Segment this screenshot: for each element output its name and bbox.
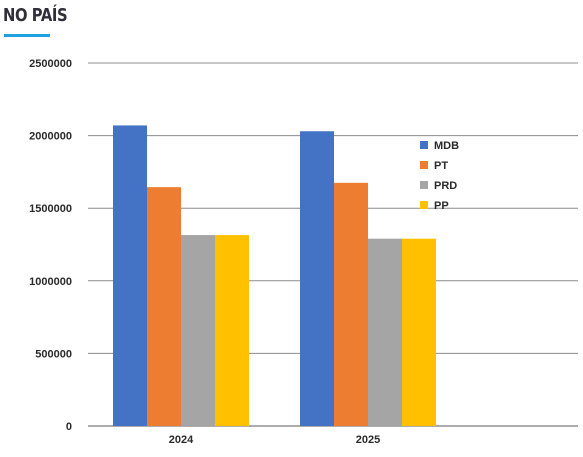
x-tick-label: 2024 bbox=[169, 434, 194, 446]
legend-label-prd: PRD bbox=[434, 180, 457, 192]
y-tick-label: 500000 bbox=[35, 348, 72, 360]
bar-pp-2025 bbox=[402, 238, 436, 426]
title-underline bbox=[4, 34, 50, 37]
y-tick-label: 0 bbox=[66, 421, 72, 433]
legend-label-pt: PT bbox=[434, 160, 448, 172]
legend-swatch-pt bbox=[420, 161, 428, 169]
bar-pt-2025 bbox=[334, 182, 368, 426]
legend-swatch-prd bbox=[420, 181, 428, 189]
x-tick-label: 2025 bbox=[356, 434, 380, 446]
legend: MDB PT PRD PP bbox=[420, 140, 459, 212]
bar-pt-2024 bbox=[147, 187, 181, 426]
bar-prd-2024 bbox=[181, 235, 215, 426]
legend-label-pp: PP bbox=[434, 200, 449, 212]
page-title: NO PAÍS bbox=[3, 5, 68, 26]
bar-mdb-2025 bbox=[300, 131, 334, 426]
y-axis-tick-labels: 0 500000 1000000 1500000 2000000 2500000 bbox=[29, 58, 72, 433]
bar-mdb-2024 bbox=[113, 125, 147, 426]
y-tick-label: 1500000 bbox=[29, 203, 72, 215]
bars bbox=[113, 125, 436, 426]
y-tick-label: 2000000 bbox=[29, 131, 72, 143]
bar-pp-2024 bbox=[215, 235, 249, 426]
legend-swatch-mdb bbox=[420, 141, 428, 149]
legend-swatch-pp bbox=[420, 201, 428, 209]
bar-prd-2025 bbox=[368, 238, 402, 426]
y-tick-label: 2500000 bbox=[29, 58, 72, 70]
x-axis-tick-labels: 2024 2025 bbox=[169, 434, 380, 446]
y-tick-label: 1000000 bbox=[29, 276, 72, 288]
legend-label-mdb: MDB bbox=[434, 140, 459, 152]
